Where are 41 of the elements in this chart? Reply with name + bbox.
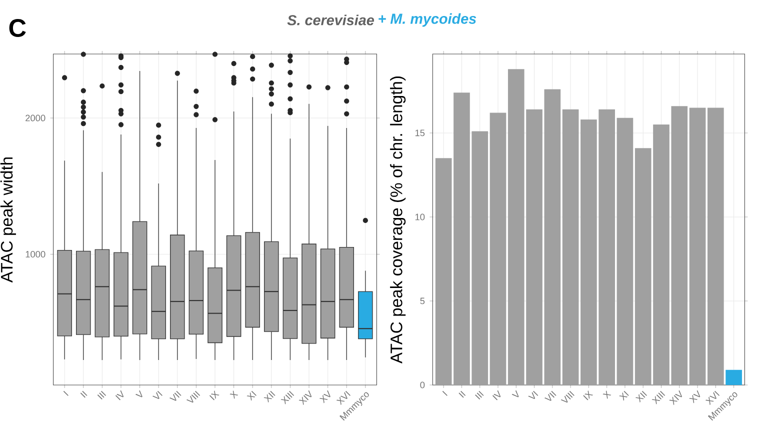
x-tick-label: VII (169, 390, 182, 401)
x-tick-label: V (135, 390, 142, 398)
y-tick-label: 10 (415, 214, 425, 220)
chart-title: + M. mycoides (378, 13, 476, 27)
x-tick-label: II (458, 390, 466, 398)
chart-title: S. cerevisiae (287, 14, 374, 26)
x-tick-label: II (80, 390, 88, 398)
y-axis-title: ATAC peak width (0, 157, 16, 283)
x-tick-label: VI (528, 390, 538, 400)
x-tick-label: XI (246, 390, 256, 401)
y-tick-label: 0 (420, 382, 425, 388)
x-tick-label: VII (544, 390, 556, 401)
y-tick-label: 5 (420, 298, 425, 304)
y-axis-title: ATAC peak coverage (% of chr. length) (390, 76, 406, 364)
x-tick-label: XIV (669, 390, 682, 406)
x-tick-label: IX (209, 390, 220, 400)
x-tick-label: IX (583, 390, 594, 400)
x-tick-label: I (442, 390, 448, 396)
x-tick-label: IV (492, 390, 501, 400)
y-tick-label: 1000 (26, 250, 46, 258)
x-tick-label: XIII (280, 390, 294, 404)
x-tick-label: XII (264, 390, 276, 403)
x-tick-label: XII (635, 390, 647, 403)
x-tick-label: VIII (186, 390, 200, 403)
x-tick-label: XV (319, 390, 330, 404)
x-tick-label: VIII (560, 390, 574, 403)
x-tick-label: I (63, 390, 68, 396)
x-tick-label: V (512, 390, 519, 398)
x-tick-label: IV (115, 390, 124, 400)
x-tick-label: XIII (652, 390, 666, 404)
x-tick-label: XV (689, 390, 700, 404)
x-tick-label: III (475, 390, 484, 400)
y-tick-label: 15 (415, 130, 425, 136)
x-tick-label: X (602, 390, 612, 399)
y-tick-label: 2000 (26, 114, 46, 122)
x-tick-label: XI (619, 390, 629, 401)
text: C (9, 19, 26, 37)
x-tick-label: X (230, 390, 238, 399)
x-tick-label: III (97, 390, 106, 400)
x-tick-label: VI (152, 390, 162, 400)
x-tick-label: XIV (298, 390, 312, 406)
